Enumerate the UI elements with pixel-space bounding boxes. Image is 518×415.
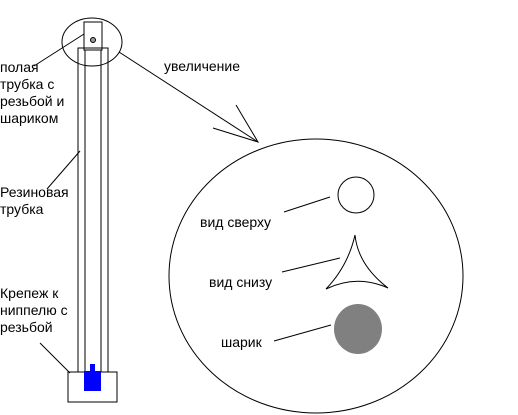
nipple-block	[84, 371, 101, 391]
magnify-focus-ellipse	[61, 17, 123, 67]
label-top-view: вид сверху	[200, 214, 271, 230]
rubber-tube-outer	[77, 47, 109, 373]
leader-lines	[33, 33, 341, 374]
label-fastener: Крепеж к ниппелю с резьбой	[0, 285, 71, 335]
leader-rubber-tube	[46, 150, 81, 190]
magnification-arrow	[118, 51, 260, 143]
ball-shape	[334, 304, 382, 354]
leader-ball	[273, 324, 332, 342]
bottom-view-star	[325, 234, 389, 290]
top-view-ring	[337, 176, 375, 214]
leader-bottom-view	[281, 257, 341, 273]
label-bottom-view: вид снизу	[209, 274, 272, 290]
label-rubber-tube: Резиновая трубка	[0, 184, 73, 217]
tube-assembly	[67, 21, 118, 403]
leader-hollow-tube	[33, 33, 85, 67]
label-hollow-tube: полая трубка с резьбой и шариком	[0, 59, 68, 126]
label-magnification: увеличение	[164, 58, 240, 74]
tube-inner-ball	[90, 37, 96, 43]
magnified-view-ellipse	[168, 138, 464, 414]
label-ball: шарик	[221, 334, 263, 350]
leader-top-view	[283, 196, 331, 213]
hollow-tube-top	[83, 21, 103, 51]
leader-fastener	[39, 342, 71, 374]
nipple-tip	[90, 364, 95, 372]
